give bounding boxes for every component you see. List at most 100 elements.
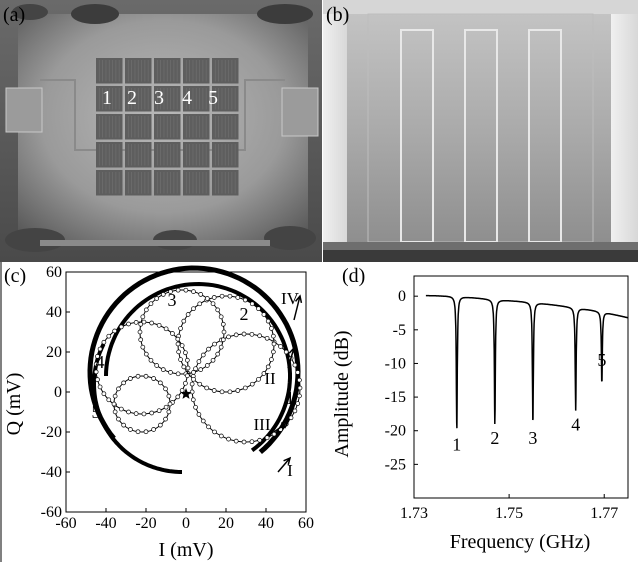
iq-chart: (c) -60 -40 -20 0 20 40 60 60 40 20 0 -20 -40 -60 1 2 3… — [0, 262, 314, 562]
data-point — [93, 369, 99, 375]
data-point — [101, 391, 107, 397]
data-point — [204, 363, 210, 368]
data-point — [295, 401, 301, 406]
data-point — [135, 429, 141, 435]
data-point — [156, 322, 162, 328]
data-point — [175, 394, 181, 400]
direction-arrow — [277, 457, 291, 473]
data-point — [264, 335, 270, 341]
data-point — [97, 384, 103, 390]
x-tick-label: -20 — [135, 515, 156, 532]
data-point — [218, 314, 224, 320]
arrow-head — [283, 456, 292, 465]
data-point — [143, 429, 149, 435]
data-point — [242, 297, 248, 303]
data-point — [197, 301, 203, 307]
data-point — [151, 376, 156, 381]
arrow-head — [294, 294, 303, 304]
resonance-label: 1 — [452, 435, 461, 455]
data-point — [189, 389, 195, 395]
data-point — [191, 376, 196, 382]
data-point — [297, 385, 303, 391]
panel-d-spectrum: (d) 1.73 1.75 1.77 0 -5 -10 -15 -20 -25 1 2 3 4 5 Fr… — [322, 262, 638, 562]
data-point — [183, 350, 188, 356]
region-label: II — [264, 369, 276, 388]
resonance-label: 5 — [597, 350, 606, 370]
data-point — [189, 381, 195, 387]
direction-arrow — [273, 421, 289, 433]
data-point — [140, 344, 146, 350]
x-tick-label: 20 — [218, 515, 234, 532]
data-point — [184, 373, 190, 379]
data-point — [133, 320, 139, 325]
data-point — [227, 293, 233, 299]
data-point — [206, 424, 211, 430]
data-point — [249, 301, 255, 307]
direction-arrow — [293, 295, 301, 321]
data-point — [95, 377, 100, 382]
data-point — [212, 341, 217, 347]
data-point — [295, 370, 301, 375]
data-point — [265, 318, 271, 324]
circle-label: 1 — [286, 388, 295, 408]
data-point — [271, 341, 277, 347]
data-point — [191, 370, 196, 375]
device-number-4: 4 — [182, 87, 192, 109]
data-point — [211, 388, 217, 393]
data-point — [175, 336, 181, 342]
panel-a-overlay: (a) 1 2 3 4 5 — [3, 4, 218, 109]
data-point — [204, 385, 210, 391]
plot-frame — [413, 275, 629, 499]
data-point — [226, 334, 231, 340]
data-point — [141, 319, 147, 325]
data-point — [160, 367, 166, 372]
x-axis-label: Frequency (GHz) — [450, 531, 591, 553]
device-number-1: 1 — [102, 87, 112, 109]
arrow-head — [288, 346, 296, 356]
y-tick-label: 0 — [54, 384, 62, 401]
data-point — [148, 301, 154, 307]
y-tick-label: 60 — [46, 264, 62, 281]
data-point — [112, 409, 118, 415]
data-point — [138, 337, 144, 343]
data-point — [235, 388, 241, 393]
x-tick-label: -60 — [55, 515, 76, 532]
data-point — [233, 332, 239, 338]
data-point — [140, 314, 146, 320]
data-point — [116, 386, 121, 392]
data-point — [261, 312, 267, 317]
x-tick-label: 1.73 — [400, 505, 428, 522]
data-point — [233, 438, 239, 444]
data-point — [193, 404, 198, 410]
data-point — [95, 354, 100, 359]
circle-label: 3 — [168, 290, 177, 310]
data-point — [283, 349, 289, 355]
panel-c-iq-plot: (c) -60 -40 -20 0 20 40 60 60 40 20 0 -20 -40 -60 1 2 3… — [0, 262, 322, 562]
data-point — [204, 296, 210, 301]
y-tick-label: -60 — [41, 504, 62, 521]
data-point — [191, 289, 196, 294]
data-point — [218, 433, 224, 439]
data-point — [116, 416, 121, 422]
data-point — [126, 409, 131, 415]
data-point — [249, 381, 255, 387]
data-point — [219, 389, 225, 395]
data-point — [257, 437, 263, 443]
data-point — [179, 343, 185, 348]
data-point — [143, 373, 149, 379]
data-point — [215, 351, 221, 357]
y-tick-label: 20 — [46, 344, 62, 361]
arrow-head — [280, 420, 290, 429]
data-point — [196, 359, 202, 364]
data-point — [163, 386, 168, 392]
y-tick-label: -10 — [385, 355, 406, 372]
data-point — [271, 431, 277, 437]
y-tick-label: -5 — [393, 322, 406, 339]
data-point — [211, 295, 217, 300]
y-tick-label: -20 — [41, 424, 62, 441]
data-point — [220, 337, 226, 343]
data-point — [269, 357, 274, 362]
data-point — [166, 409, 172, 415]
panel-c-label: (c) — [4, 265, 26, 287]
data-point — [265, 364, 271, 370]
